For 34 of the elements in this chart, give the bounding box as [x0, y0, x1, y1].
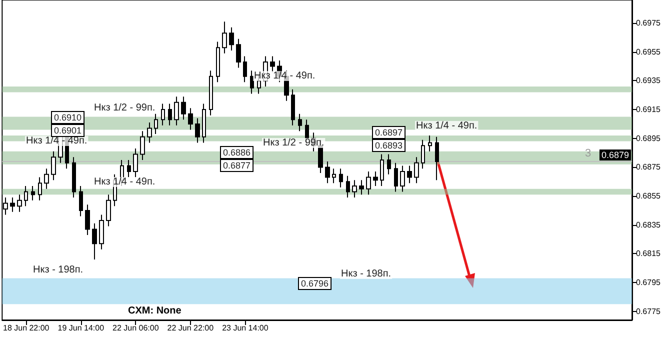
y-tick-label: 0.6955	[636, 47, 662, 56]
x-tick-label: 19 Jun 14:00	[58, 324, 105, 332]
y-tick-label: 0.6795	[636, 278, 662, 288]
y-tick-label: 0.6815	[636, 249, 662, 258]
annotation: 0.6893	[375, 140, 403, 150]
annotation: Нкз 1/4 - 49п.	[416, 120, 478, 132]
x-tick-label: 23 Jun 14:00	[222, 324, 269, 332]
annotation: Нкз 1/2 - 99п.	[263, 138, 324, 148]
x-tick-label: 22 Jun 06:00	[112, 324, 160, 332]
y-tick-label: 0.6895	[636, 134, 662, 143]
annotation: Нкз 1/4 - 49п.	[254, 70, 316, 82]
y-tick-label: 0.6875	[636, 162, 662, 172]
annotation: Нкз 1/4 - 49п.	[94, 176, 156, 188]
y-tick-label: 0.6775	[636, 306, 662, 316]
y-tick-label: 0.6855	[636, 192, 662, 201]
y-tick-label: 0.6835	[636, 220, 662, 230]
y-tick-label: 0.6935	[636, 76, 662, 86]
annotation: 0.6910	[54, 112, 82, 122]
annotation: Нкз 1/4 - 49п.	[26, 136, 88, 146]
annotation: Нкз 1/2 - 99п.	[94, 102, 156, 114]
annotation: 0.6796	[301, 278, 329, 288]
annotation: Нкз - 198п.	[33, 264, 84, 276]
annotation: 0.6877	[223, 160, 251, 170]
annotation: CXM: None	[128, 306, 182, 316]
annotation: 3	[585, 148, 592, 160]
annotation: Нкз - 198п.	[341, 268, 392, 280]
annotation: 0.6897	[375, 128, 403, 138]
x-tick-label: 22 Jun 22:00	[167, 324, 214, 332]
y-tick-label: 0.6975	[636, 18, 662, 28]
x-tick-label: 18 Jun 22:00	[2, 324, 50, 332]
annotation: 0.6886	[223, 148, 251, 158]
y-tick-label: 0.6915	[636, 105, 662, 114]
ref-line-label: 0.6879	[601, 150, 629, 160]
annotation: 0.6901	[54, 126, 82, 136]
